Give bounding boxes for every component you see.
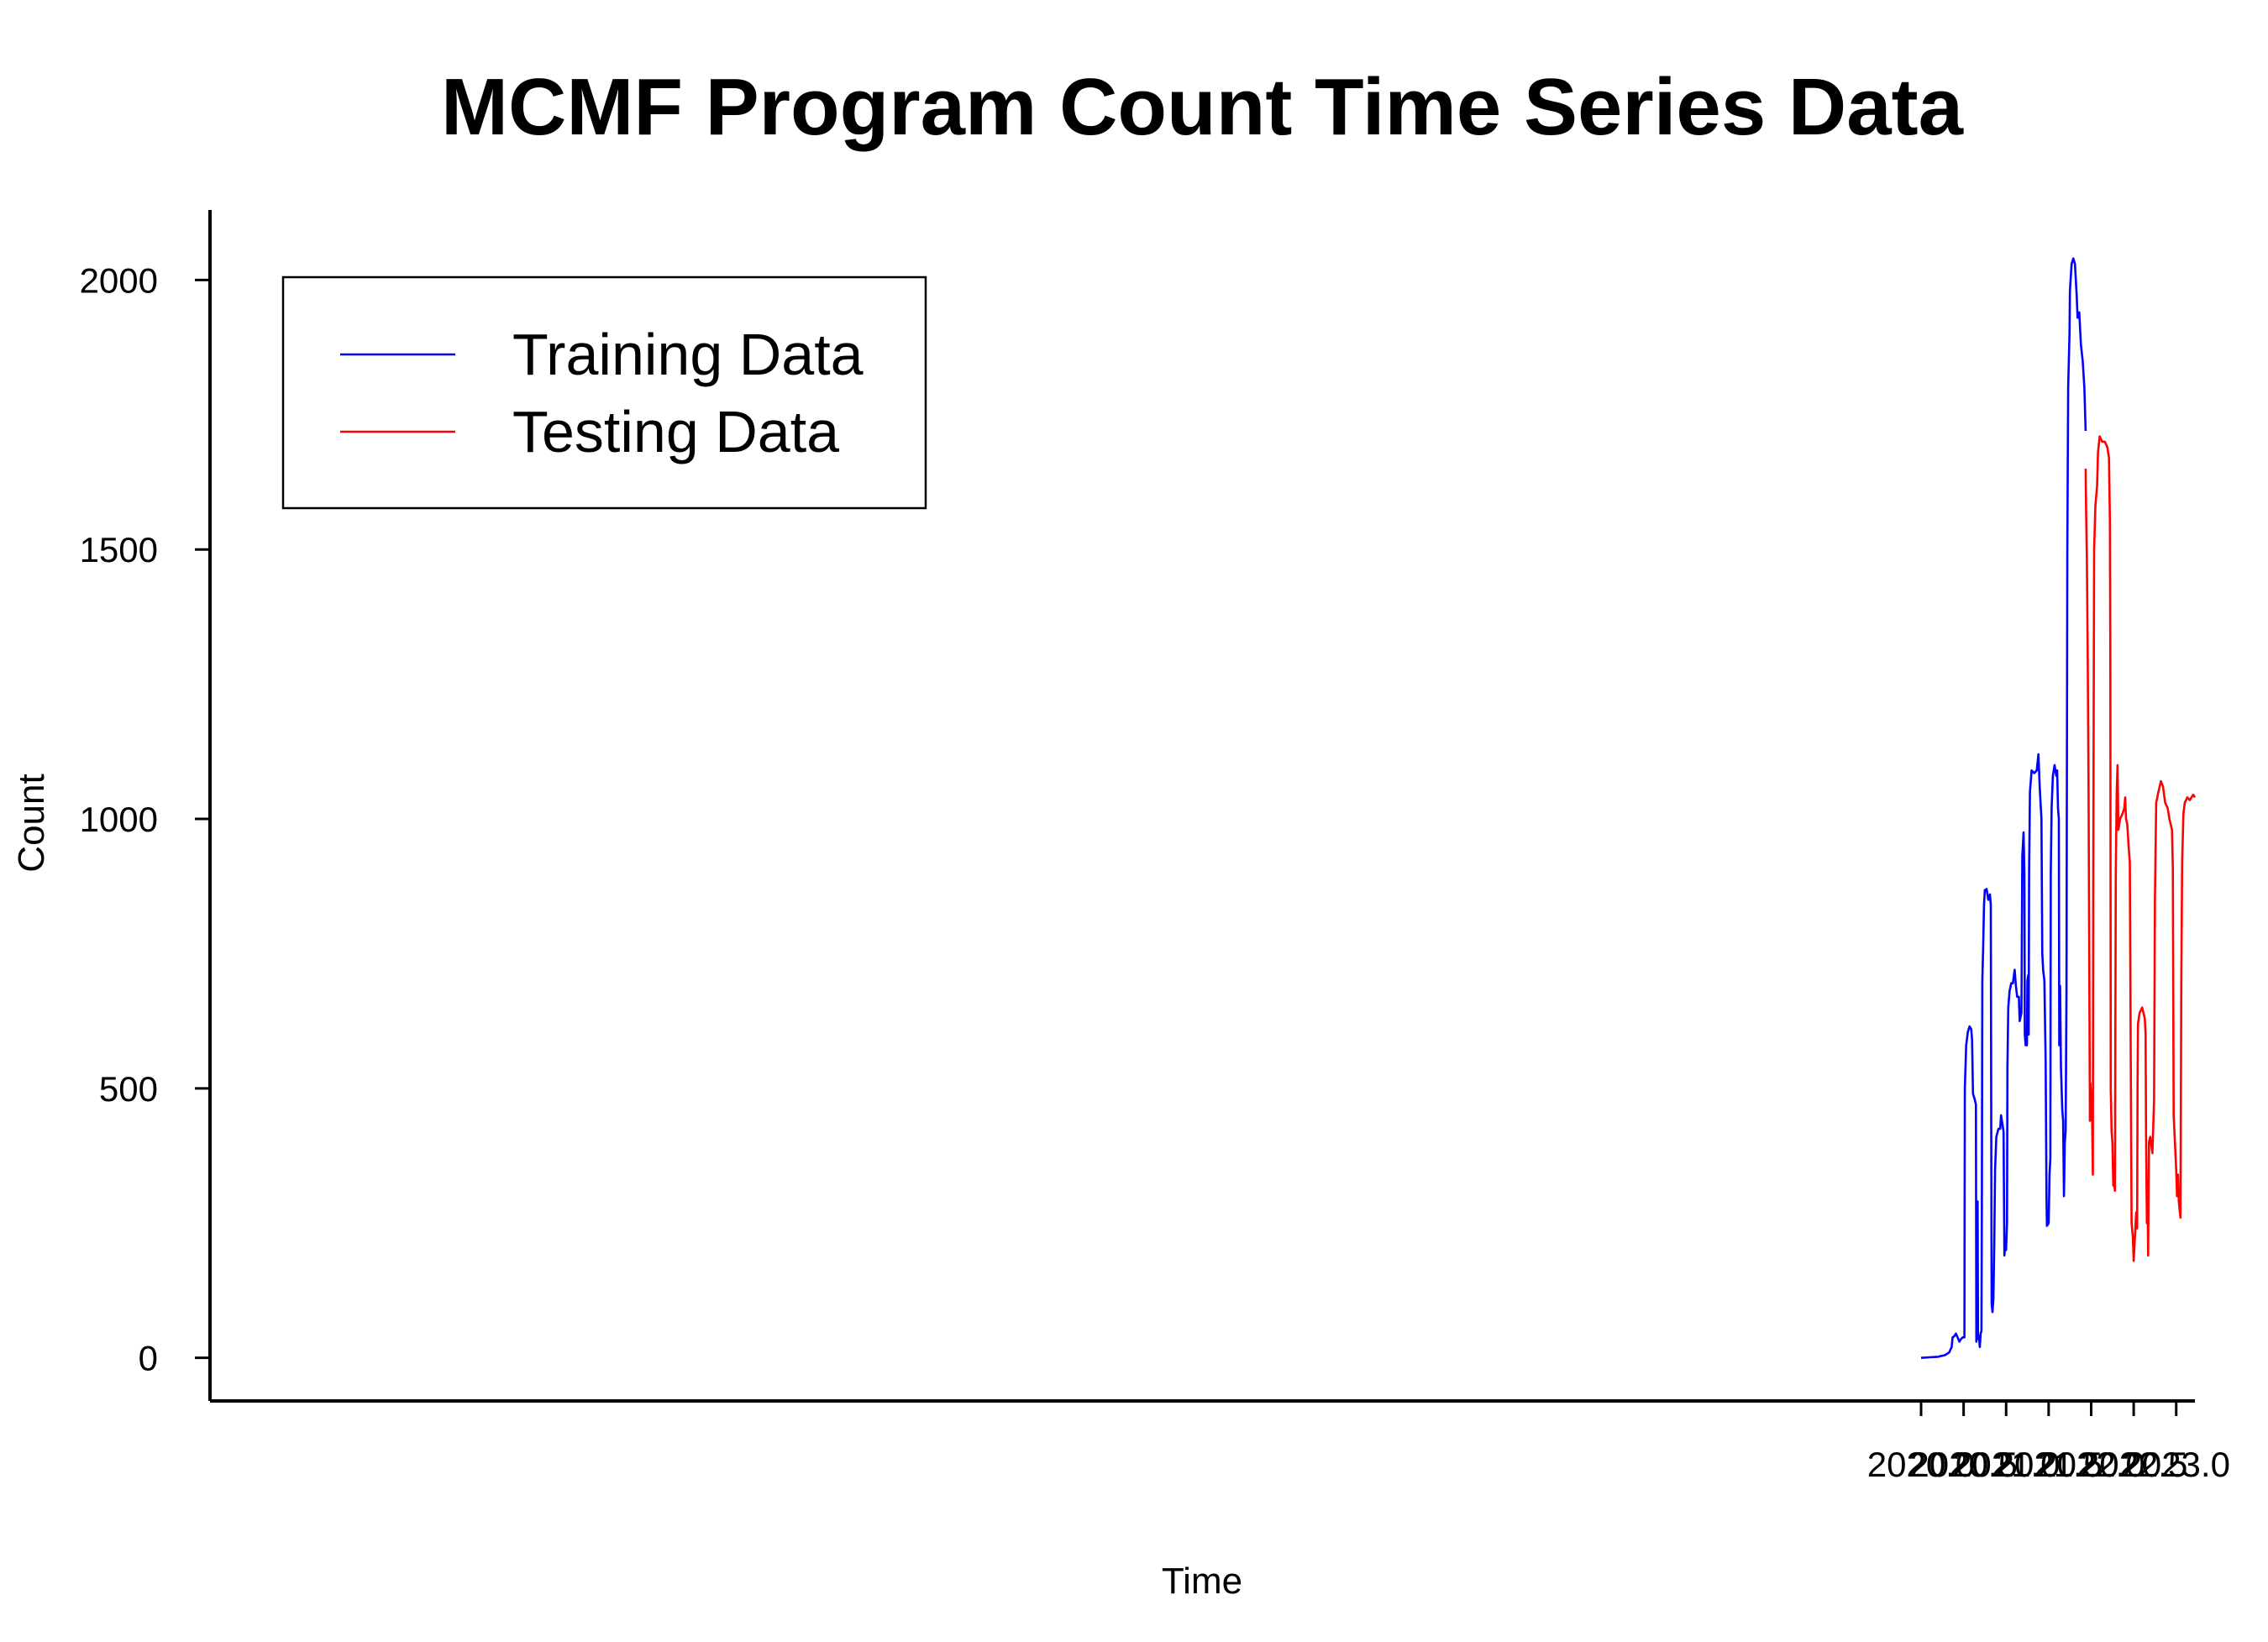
y-axis-label: Count [11,774,52,872]
chart-title: MCMF Program Count Time Series Data [441,62,1964,152]
legend-box [281,275,927,510]
y-tick-label-4: 2000 [80,260,158,300]
x-axis-label: Time [1162,1561,1242,1602]
y-tick-label-1: 500 [99,1069,158,1109]
x-tick-label-2: 2021.0 [1952,1445,2060,1484]
legend: Training Data Testing Data [281,275,927,510]
legend-label-1: Testing Data [512,399,839,464]
legend-label-0: Training Data [512,322,864,387]
x-tick-label-3: 2021.5 [1995,1445,2103,1484]
axes: 2020.02020.52021.02021.52022.02022.52023… [80,210,2230,1484]
y-tick-label-3: 1500 [80,530,158,569]
y-tick-label-0: 0 [139,1339,158,1378]
x-tick-label-4: 2022.0 [2037,1445,2145,1484]
x-tick-label-6: 2023.0 [2122,1445,2229,1484]
series-line-testing-data [2084,435,2197,1262]
x-tick-label-0: 2020.0 [1867,1445,1975,1484]
y-tick-label-2: 1000 [80,800,158,839]
x-tick-label-5: 2022.5 [2080,1445,2187,1484]
plot-lines [1920,257,2197,1359]
series-line-training-data [1920,257,2087,1359]
x-tick-label-1: 2020.5 [1909,1445,2017,1484]
